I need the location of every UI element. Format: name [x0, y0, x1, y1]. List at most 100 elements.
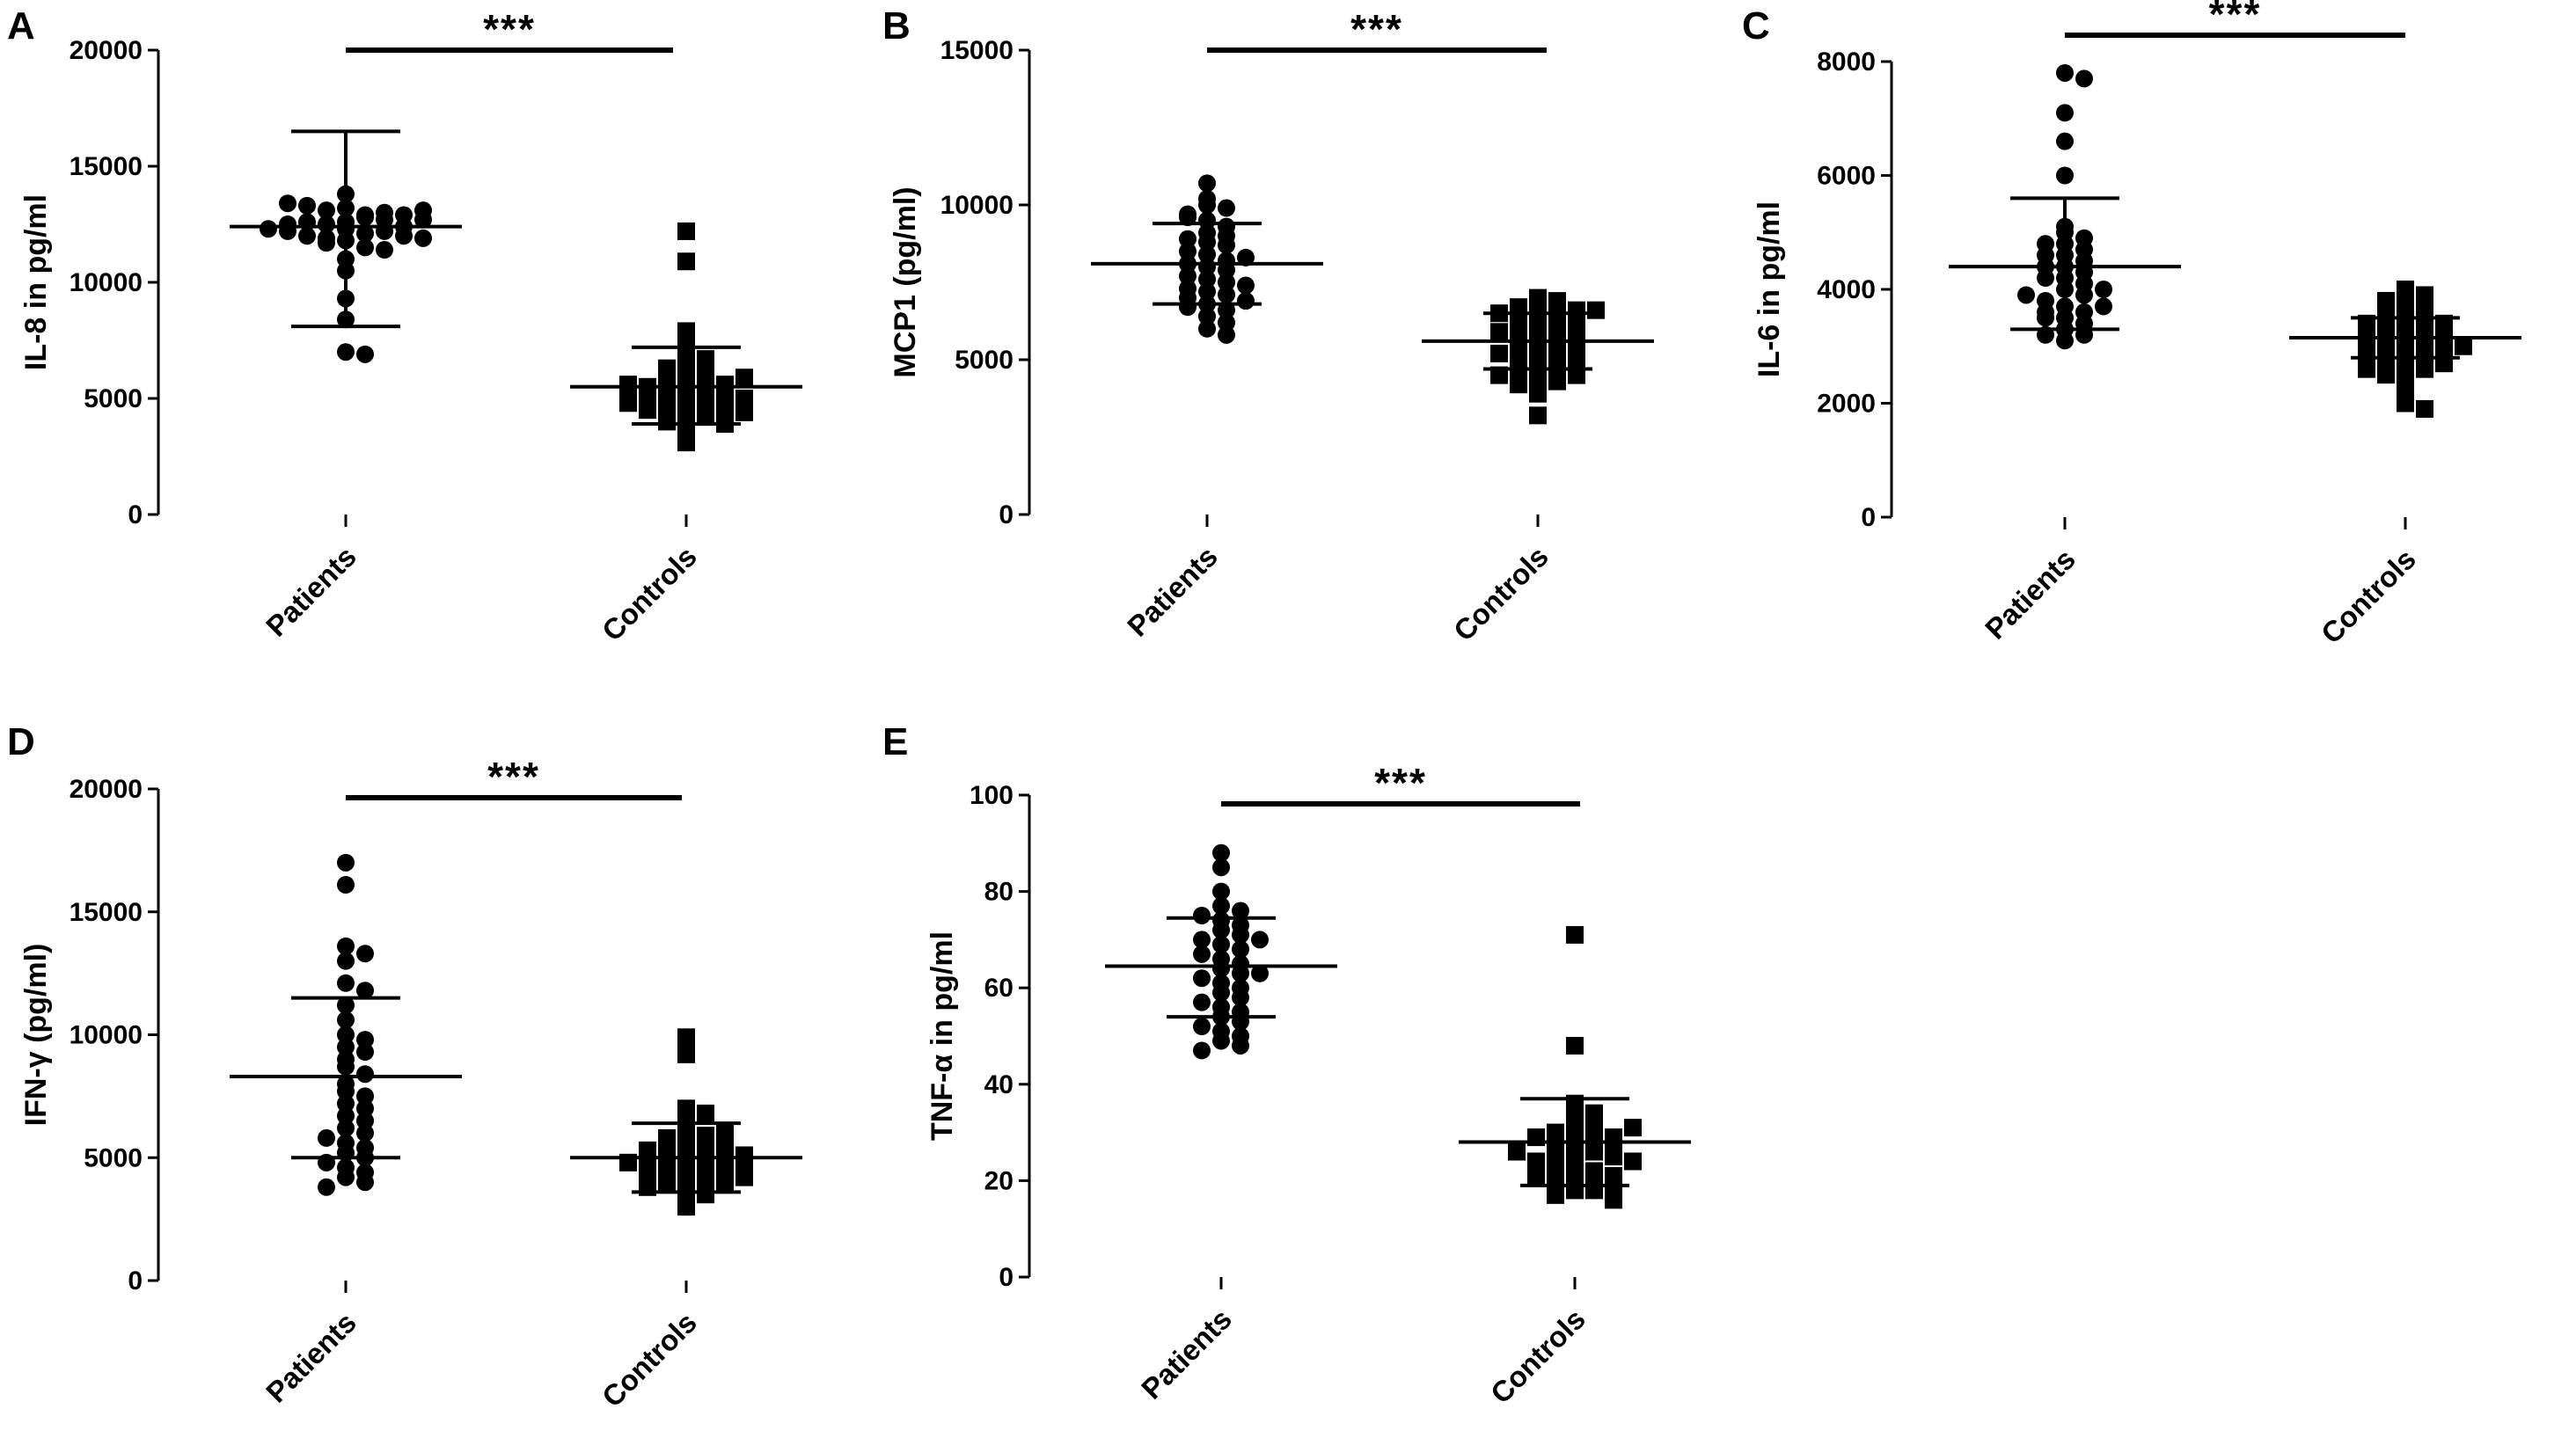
y-tick-label: 5000	[84, 384, 143, 413]
data-point-controls	[658, 412, 676, 431]
data-point-patients	[414, 229, 432, 247]
x-category-label: Patients	[1979, 543, 2082, 646]
data-point-controls	[619, 394, 637, 412]
data-point-patients	[395, 206, 413, 224]
y-tick-label: 10000	[70, 1021, 143, 1050]
data-point-controls	[2397, 281, 2414, 298]
data-point-patients	[1232, 964, 1249, 982]
data-point-controls	[1568, 366, 1585, 384]
x-category-label: Controls	[596, 1306, 703, 1413]
data-point-patients	[298, 227, 316, 245]
data-point-patients	[1212, 858, 1230, 877]
data-point-controls	[2397, 394, 2414, 412]
data-point-patients	[2056, 104, 2074, 122]
data-point-patients	[1212, 1032, 1230, 1050]
data-point-patients	[1232, 989, 1249, 1007]
data-point-controls	[1547, 1148, 1564, 1165]
y-tick-label: 4000	[1817, 275, 1876, 304]
data-point-patients	[2095, 297, 2112, 316]
data-point-controls	[677, 322, 695, 340]
data-point-patients	[1218, 199, 1235, 217]
data-point-patients	[337, 343, 355, 361]
data-point-patients	[2075, 69, 2093, 88]
data-point-controls	[2416, 286, 2433, 304]
x-category-label: Controls	[1447, 540, 1555, 647]
y-tick-label: 8000	[1817, 47, 1876, 77]
data-point-patients	[1237, 276, 1255, 295]
data-point-controls	[677, 222, 695, 240]
data-point-patients	[356, 1124, 374, 1142]
x-category-label: Patients	[1121, 540, 1224, 643]
data-point-patients	[318, 215, 335, 233]
data-point-controls	[677, 1198, 695, 1216]
data-point-controls	[1547, 1123, 1564, 1142]
y-tick-label: 60	[984, 974, 1014, 1003]
data-point-controls	[1510, 376, 1527, 394]
data-point-patients	[1218, 286, 1235, 304]
data-point-patients	[1218, 260, 1235, 279]
data-point-patients	[356, 1065, 374, 1084]
data-point-controls	[697, 1171, 714, 1189]
data-point-patients	[1232, 940, 1249, 959]
data-point-patients	[1198, 319, 1216, 338]
panel-letter: B	[882, 4, 911, 47]
data-point-controls	[1548, 295, 1566, 313]
data-point-patients	[356, 945, 374, 963]
significance-stars: ***	[1350, 6, 1403, 52]
data-point-controls	[735, 403, 753, 421]
data-point-controls	[1585, 1142, 1603, 1161]
data-point-patients	[318, 234, 335, 252]
data-point-patients	[2056, 132, 2074, 150]
significance-stars: ***	[1374, 760, 1427, 806]
data-point-controls	[1568, 301, 1585, 319]
data-point-controls	[697, 350, 714, 369]
y-tick-label: 5000	[84, 1143, 143, 1172]
data-point-patients	[318, 201, 335, 220]
data-point-patients	[1251, 964, 1269, 982]
data-point-patients	[2056, 332, 2074, 350]
y-axis-label: MCP1 (pg/ml)	[889, 186, 922, 377]
data-point-controls	[1624, 1119, 1642, 1137]
data-point-patients	[1232, 925, 1249, 944]
data-point-patients	[356, 1087, 374, 1106]
data-point-controls	[1490, 366, 1508, 384]
data-point-patients	[356, 1173, 374, 1192]
data-point-patients	[1251, 931, 1269, 949]
data-point-controls	[697, 380, 714, 398]
data-point-patients	[2056, 63, 2074, 82]
y-tick-label: 20	[984, 1166, 1014, 1195]
data-point-patients	[318, 1128, 335, 1147]
y-tick-label: 10000	[70, 268, 143, 297]
data-point-controls	[716, 384, 734, 403]
y-axis-label: IL-6 in pg/ml	[1753, 201, 1786, 377]
data-point-patients	[1193, 931, 1211, 949]
data-point-controls	[658, 396, 676, 414]
data-point-patients	[1232, 901, 1249, 920]
data-point-patients	[1218, 313, 1235, 332]
data-point-patients	[2017, 286, 2035, 304]
y-tick-label: 20000	[70, 775, 143, 804]
data-point-patients	[356, 1031, 374, 1049]
data-point-controls	[1587, 301, 1605, 319]
data-point-patients	[1179, 298, 1197, 317]
significance-stars: ***	[2209, 0, 2262, 37]
data-point-patients	[1212, 843, 1230, 862]
y-tick-label: 0	[999, 500, 1014, 529]
data-point-controls	[1566, 925, 1584, 944]
data-point-patients	[414, 210, 432, 229]
y-axis-label: IFN-γ (pg/ml)	[19, 944, 53, 1127]
data-point-patients	[260, 220, 277, 238]
panel-letter: D	[7, 720, 35, 763]
y-tick-label: 10000	[940, 191, 1014, 220]
data-point-patients	[2037, 269, 2054, 288]
data-point-patients	[1218, 274, 1235, 291]
data-point-patients	[1198, 174, 1216, 193]
data-point-controls	[1510, 298, 1527, 317]
panel-e: E 0 20 40 60 80 100 TNF-α in pg/ml Patients Contr…	[882, 720, 1691, 1410]
data-point-patients	[2095, 281, 2112, 298]
x-category-label: Patients	[260, 1306, 362, 1409]
x-category-label: Controls	[1484, 1303, 1592, 1410]
data-point-controls	[735, 369, 753, 387]
data-point-controls	[639, 401, 656, 420]
data-point-patients	[1193, 993, 1211, 1011]
